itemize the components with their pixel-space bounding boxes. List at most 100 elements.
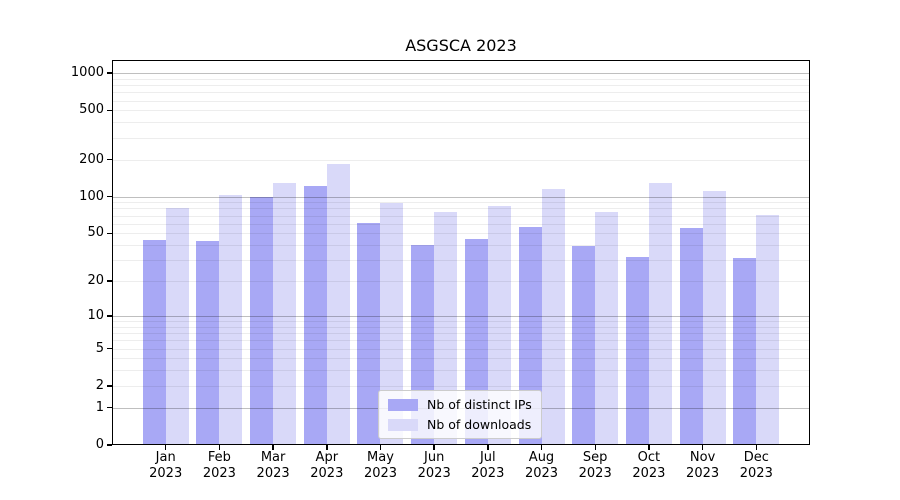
minor-gridline (112, 260, 810, 262)
y-tick-label: 5 (95, 340, 104, 356)
x-tick-mark (326, 445, 328, 450)
minor-gridline (112, 78, 810, 80)
bar-downloads (756, 214, 780, 445)
x-tick-label: Oct 2023 (632, 450, 666, 481)
minor-gridline (112, 223, 810, 225)
legend-item-downloads: Nb of downloads (388, 417, 532, 432)
y-tick-label: 200 (79, 151, 104, 167)
y-tick-label: 500 (79, 102, 104, 118)
minor-gridline (112, 215, 810, 217)
bar-downloads (434, 211, 458, 445)
y-tick-mark (106, 158, 112, 161)
y-tick-label: 1 (95, 399, 104, 415)
y-tick-label: 20 (87, 273, 104, 289)
bar-distinct-ips (572, 246, 596, 445)
y-tick-mark (106, 315, 112, 317)
bar-downloads (326, 163, 350, 445)
x-tick-label: Jul 2023 (471, 450, 505, 481)
x-tick-label: Dec 2023 (739, 450, 773, 481)
legend-label-downloads: Nb of downloads (427, 417, 532, 432)
y-tick-label: 100 (79, 188, 104, 204)
bar-downloads (165, 207, 189, 445)
legend-swatch-downloads (388, 418, 418, 431)
legend-item-distinct-ips: Nb of distinct IPs (388, 397, 532, 412)
x-tick-label: Jun 2023 (417, 450, 451, 481)
y-tick-mark (106, 406, 112, 409)
x-tick-label: Aug 2023 (524, 450, 559, 481)
x-tick-label: Nov 2023 (686, 450, 720, 481)
minor-gridline (112, 159, 810, 161)
minor-gridline (112, 245, 810, 247)
x-tick-mark (164, 445, 167, 450)
x-tick-label: Sep 2023 (578, 450, 612, 481)
minor-gridline (112, 85, 810, 86)
bar-distinct-ips (142, 240, 166, 445)
y-tick-mark (106, 347, 112, 350)
y-tick-mark (106, 385, 112, 387)
legend: Nb of distinct IPs Nb of downloads (378, 390, 542, 439)
bar-distinct-ips (250, 196, 274, 445)
plot-area: Nb of distinct IPs Nb of downloads (112, 60, 810, 445)
x-tick-mark (540, 445, 543, 450)
minor-gridline (112, 208, 810, 210)
x-tick-mark (379, 445, 382, 450)
y-tick-mark (106, 444, 112, 446)
bar-distinct-ips (625, 256, 649, 445)
x-tick-mark (594, 445, 596, 450)
minor-gridline (112, 110, 810, 112)
minor-gridline (112, 100, 810, 102)
minor-gridline (112, 385, 810, 387)
bar-downloads (648, 182, 672, 445)
x-tick-mark (218, 445, 221, 450)
x-tick-label: Apr 2023 (310, 450, 344, 481)
minor-gridline (112, 370, 810, 372)
x-tick-mark (487, 445, 489, 450)
chart-title: ASGSCA 2023 (405, 36, 517, 55)
minor-gridline (112, 321, 810, 322)
bar-distinct-ips (357, 222, 381, 445)
x-tick-label: Jan 2023 (149, 450, 183, 481)
minor-gridline (112, 233, 810, 235)
bar-distinct-ips (733, 258, 757, 445)
y-tick-label: 1000 (70, 65, 104, 80)
legend-label-distinct-ips: Nb of distinct IPs (427, 397, 532, 412)
minor-gridline (112, 333, 810, 334)
y-tick-mark (106, 280, 112, 282)
major-gridline (112, 196, 810, 198)
major-gridline (112, 315, 810, 317)
bar-downloads (487, 205, 511, 445)
minor-gridline (112, 326, 810, 328)
y-tick-label: 0 (95, 437, 104, 452)
y-tick-mark (106, 195, 112, 198)
y-tick-mark (106, 232, 112, 235)
bar-downloads (380, 203, 404, 445)
bar-distinct-ips (679, 228, 703, 445)
y-tick-label: 50 (87, 225, 104, 241)
bar-distinct-ips (196, 241, 220, 445)
legend-swatch-distinct-ips (388, 398, 418, 411)
x-tick-label: Mar 2023 (256, 450, 290, 481)
x-tick-label: May 2023 (363, 450, 398, 481)
major-gridline (112, 73, 810, 74)
minor-gridline (112, 281, 810, 283)
x-tick-mark (648, 445, 650, 450)
x-tick-mark (701, 445, 704, 450)
bar-downloads (595, 211, 619, 445)
y-tick-mark (106, 72, 112, 74)
minor-gridline (112, 92, 810, 94)
y-tick-mark (106, 109, 112, 111)
minor-gridline (112, 340, 810, 342)
minor-gridline (112, 202, 810, 204)
x-tick-mark (755, 445, 758, 450)
y-tick-label: 10 (87, 307, 104, 323)
y-tick-label: 2 (95, 377, 104, 393)
bar-downloads (219, 194, 243, 445)
x-tick-mark (433, 445, 435, 450)
minor-gridline (112, 137, 810, 139)
bar-downloads (541, 189, 565, 445)
bar-distinct-ips (303, 185, 327, 445)
minor-gridline (112, 348, 810, 350)
x-tick-label: Feb 2023 (202, 450, 236, 481)
x-tick-mark (272, 445, 274, 450)
